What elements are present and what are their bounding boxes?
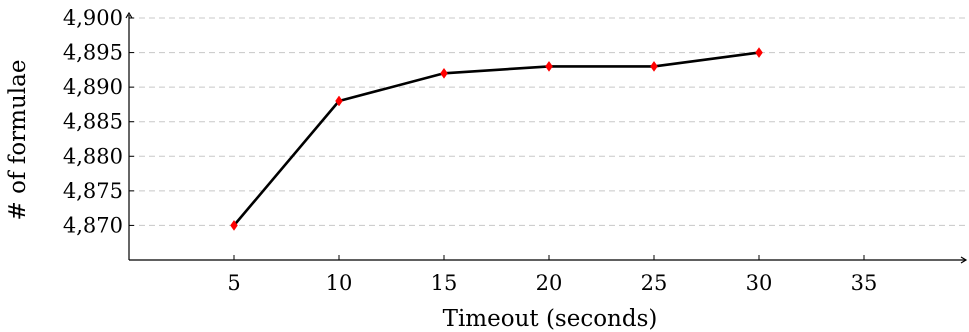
x-tick-label: 15 xyxy=(431,271,458,295)
data-point-marker xyxy=(650,60,658,72)
y-tick-label: 4,890 xyxy=(63,75,123,99)
data-markers xyxy=(230,47,763,231)
x-tick-label: 10 xyxy=(326,271,353,295)
x-tick-label: 25 xyxy=(641,271,668,295)
x-tick-label: 30 xyxy=(746,271,773,295)
x-tick-label: 20 xyxy=(536,271,563,295)
y-tick-label: 4,870 xyxy=(63,213,123,237)
y-axis-title: # of formulae xyxy=(5,60,31,221)
y-tick-label: 4,885 xyxy=(63,110,123,134)
y-axis-arrow xyxy=(125,11,133,19)
x-tick-label: 5 xyxy=(227,271,240,295)
x-axis-title: Timeout (seconds) xyxy=(443,306,658,332)
data-series xyxy=(232,51,761,227)
data-point-marker xyxy=(440,67,448,79)
y-tick-label: 4,875 xyxy=(63,179,123,203)
grid-lines xyxy=(129,17,969,226)
data-point-marker xyxy=(545,60,553,72)
y-tick-label: 4,900 xyxy=(63,6,123,30)
y-tick-label: 4,895 xyxy=(63,41,123,65)
tick-labels: 4,870 4,875 4,880 4,885 4,890 4,895 4,900 5 10 15… xyxy=(63,6,877,295)
y-tick-label: 4,880 xyxy=(63,144,123,168)
x-tick-label: 35 xyxy=(851,271,878,295)
series-line xyxy=(232,51,761,227)
data-point-marker xyxy=(755,47,763,59)
data-point-marker xyxy=(230,219,238,231)
data-point-marker xyxy=(335,95,343,107)
x-axis-arrow xyxy=(960,256,968,264)
axes xyxy=(125,11,968,264)
